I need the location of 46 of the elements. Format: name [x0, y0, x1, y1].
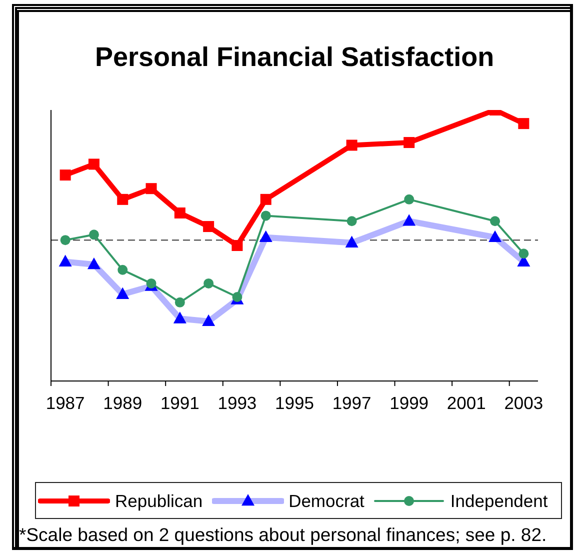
point: [404, 194, 414, 204]
point: [404, 137, 415, 148]
x-tick-label: 1995: [275, 393, 314, 413]
point: [518, 118, 530, 130]
point: [58, 254, 72, 266]
x-tick-label: 1987: [46, 393, 85, 413]
point: [345, 236, 358, 248]
legend-label: Republican: [115, 490, 203, 510]
point: [146, 278, 156, 288]
point: [518, 248, 529, 259]
point: [204, 278, 214, 288]
point: [488, 230, 502, 242]
point: [259, 230, 272, 242]
text: *Scale based on 2 questions about personal finances; see p. 82.: [19, 524, 547, 545]
point: [346, 140, 358, 151]
legend-label: Independent: [450, 490, 548, 510]
point: [232, 292, 242, 302]
x-tick-label: 2003: [504, 393, 544, 413]
x-tick-label: 1997: [332, 393, 372, 413]
point: [490, 216, 500, 226]
x-tick-label: 1989: [103, 393, 142, 413]
point: [117, 194, 128, 205]
point: [232, 240, 243, 251]
point: [87, 257, 100, 270]
point: [88, 230, 99, 240]
point: [174, 297, 185, 308]
point: [174, 207, 186, 218]
chart-title: Personal Financial Satisfaction: [94, 42, 496, 72]
point: [402, 214, 416, 226]
point: [146, 183, 157, 194]
legend-label: Democrat: [288, 490, 364, 510]
point: [88, 158, 100, 170]
x-tick-label: 1993: [218, 393, 257, 413]
x-tick-label: 2001: [446, 393, 486, 413]
x-tick-label: 1991: [160, 393, 200, 413]
point: [202, 314, 216, 326]
point: [346, 216, 357, 226]
point: [260, 194, 272, 205]
point: [60, 170, 71, 181]
point: [118, 264, 128, 275]
point: [260, 210, 271, 221]
x-tick-label: 1999: [390, 393, 429, 413]
point: [60, 235, 70, 246]
point: [203, 221, 214, 232]
point: [173, 312, 186, 324]
point: [116, 287, 130, 299]
